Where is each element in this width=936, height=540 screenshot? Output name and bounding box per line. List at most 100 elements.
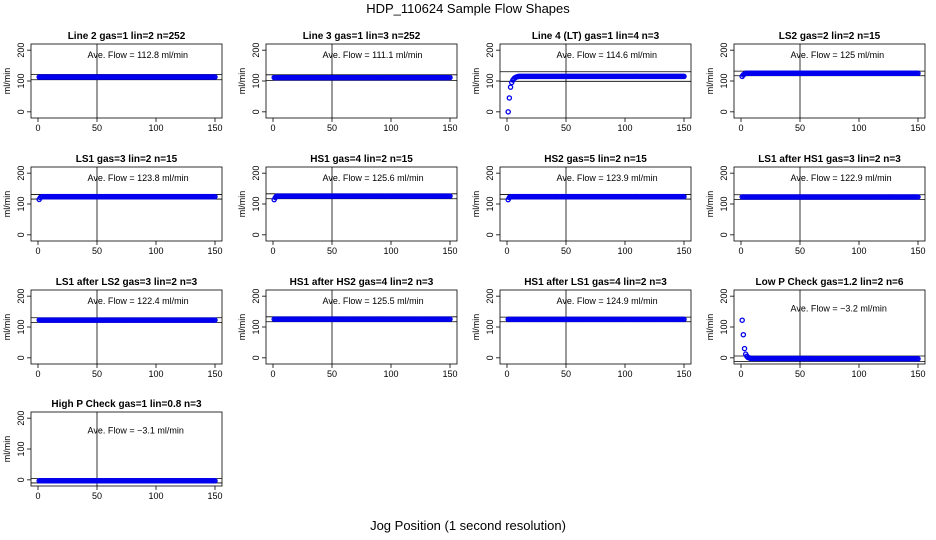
x-tick-label: 50 <box>92 246 102 256</box>
chart-panel: LS2 gas=2 lin=2 n=15 0 50 100 150 0 100 200 ml/m… <box>705 31 926 133</box>
y-tick-label: 100 <box>485 196 495 211</box>
data-point <box>212 478 218 484</box>
x-tick-label: 100 <box>617 123 632 133</box>
data-point <box>447 193 453 199</box>
x-tick-label: 0 <box>504 123 509 133</box>
x-tick-label: 0 <box>738 246 743 256</box>
y-tick-label: 0 <box>16 355 26 360</box>
panel-title: High P Check gas=1 lin=0.8 n=3 <box>51 399 202 410</box>
x-tick-label: 0 <box>738 369 743 379</box>
avg-flow-annotation: Ave. Flow = −3.1 ml/min <box>88 426 184 436</box>
x-tick-label: 0 <box>35 491 40 501</box>
x-tick-label: 100 <box>148 123 163 133</box>
x-tick-label: 0 <box>270 369 275 379</box>
y-tick-label: 0 <box>251 109 261 114</box>
x-tick-label: 150 <box>676 246 691 256</box>
y-tick-label: 0 <box>485 109 495 114</box>
y-tick-label: 0 <box>16 232 26 237</box>
y-axis-label: ml/min <box>237 314 247 341</box>
x-tick-label: 50 <box>327 369 337 379</box>
x-tick-label: 150 <box>910 246 925 256</box>
avg-flow-annotation: Ave. Flow = 125.6 ml/min <box>323 173 424 183</box>
y-tick-label: 200 <box>485 43 495 58</box>
x-tick-label: 150 <box>910 123 925 133</box>
panel-title: Line 3 gas=1 lin=3 n=252 <box>303 31 421 42</box>
y-tick-label: 200 <box>485 289 495 304</box>
y-tick-label: 200 <box>485 166 495 181</box>
y-axis-label: ml/min <box>705 68 715 95</box>
data-point <box>447 74 453 81</box>
data-point <box>915 194 921 200</box>
y-tick-label: 100 <box>719 319 729 334</box>
x-tick-label: 0 <box>35 369 40 379</box>
data-point <box>915 70 921 77</box>
x-tick-label: 50 <box>561 123 571 133</box>
avg-flow-annotation: Ave. Flow = 125 ml/min <box>791 50 885 60</box>
x-tick-label: 0 <box>35 123 40 133</box>
x-tick-label: 50 <box>561 369 571 379</box>
data-point <box>507 84 514 90</box>
data-point <box>741 345 748 352</box>
y-tick-label: 200 <box>16 411 26 426</box>
x-axis-caption: Jog Position (1 second resolution) <box>370 518 566 533</box>
x-tick-label: 50 <box>92 123 102 133</box>
avg-flow-annotation: Ave. Flow = 112.8 ml/min <box>88 50 188 60</box>
data-point <box>739 317 745 323</box>
x-tick-label: 100 <box>383 246 398 256</box>
y-tick-label: 200 <box>251 43 261 58</box>
data-point <box>681 73 687 80</box>
data-point <box>212 193 218 200</box>
y-tick-label: 0 <box>16 109 26 114</box>
data-point <box>681 316 687 323</box>
chart-panel: High P Check gas=1 lin=0.8 n=3 0 50 100 150 0… <box>2 399 223 501</box>
data-point <box>212 74 218 80</box>
x-tick-label: 100 <box>617 246 632 256</box>
y-axis-label: ml/min <box>471 68 481 95</box>
x-tick-label: 150 <box>442 123 457 133</box>
y-tick-label: 200 <box>719 289 729 304</box>
panel-title: HS1 after HS2 gas=4 lin=2 n=3 <box>290 277 434 288</box>
y-axis-label: ml/min <box>2 191 12 218</box>
y-tick-label: 100 <box>16 441 26 456</box>
x-tick-label: 50 <box>92 369 102 379</box>
x-tick-label: 50 <box>795 123 805 133</box>
x-tick-label: 150 <box>910 369 925 379</box>
avg-flow-annotation: Ave. Flow = 124.9 ml/min <box>557 296 658 306</box>
chart-panel: Line 4 (LT) gas=1 lin=4 n=3 0 50 100 150 0 100… <box>471 31 692 133</box>
avg-flow-annotation: Ave. Flow = 125.5 ml/min <box>323 296 424 306</box>
y-tick-label: 100 <box>485 73 495 88</box>
x-tick-label: 50 <box>561 246 571 256</box>
x-tick-label: 100 <box>148 491 163 501</box>
avg-flow-annotation: Ave. Flow = 122.9 ml/min <box>791 173 892 183</box>
y-tick-label: 200 <box>719 166 729 181</box>
x-tick-label: 100 <box>851 246 866 256</box>
x-tick-label: 0 <box>504 246 509 256</box>
y-tick-label: 0 <box>719 109 729 114</box>
y-tick-label: 100 <box>719 196 729 211</box>
y-tick-label: 200 <box>16 289 26 304</box>
x-tick-label: 100 <box>851 123 866 133</box>
y-axis-label: ml/min <box>705 314 715 341</box>
data-point <box>740 331 747 338</box>
x-tick-label: 0 <box>35 246 40 256</box>
chart-panel: LS1 after LS2 gas=3 lin=2 n=3 0 50 100 150 0 1… <box>2 277 223 379</box>
x-tick-label: 0 <box>270 123 275 133</box>
x-tick-label: 100 <box>148 369 163 379</box>
x-tick-label: 150 <box>207 491 222 501</box>
avg-flow-annotation: Ave. Flow = 123.8 ml/min <box>88 173 189 183</box>
x-tick-label: 150 <box>676 123 691 133</box>
data-point <box>915 356 921 362</box>
y-axis-label: ml/min <box>2 314 12 341</box>
y-axis-label: ml/min <box>471 191 481 218</box>
x-tick-label: 150 <box>207 369 222 379</box>
x-tick-label: 100 <box>148 246 163 256</box>
data-point <box>505 109 511 115</box>
y-tick-label: 200 <box>251 289 261 304</box>
y-tick-label: 100 <box>16 196 26 211</box>
avg-flow-annotation: Ave. Flow = −3.2 ml/min <box>791 304 887 314</box>
plot-frame <box>30 411 223 487</box>
y-axis-label: ml/min <box>471 314 481 341</box>
chart-panel: HS1 after HS2 gas=4 lin=2 n=3 0 50 100 150 0 1… <box>237 277 458 379</box>
y-tick-label: 100 <box>251 73 261 88</box>
x-tick-label: 150 <box>207 123 222 133</box>
